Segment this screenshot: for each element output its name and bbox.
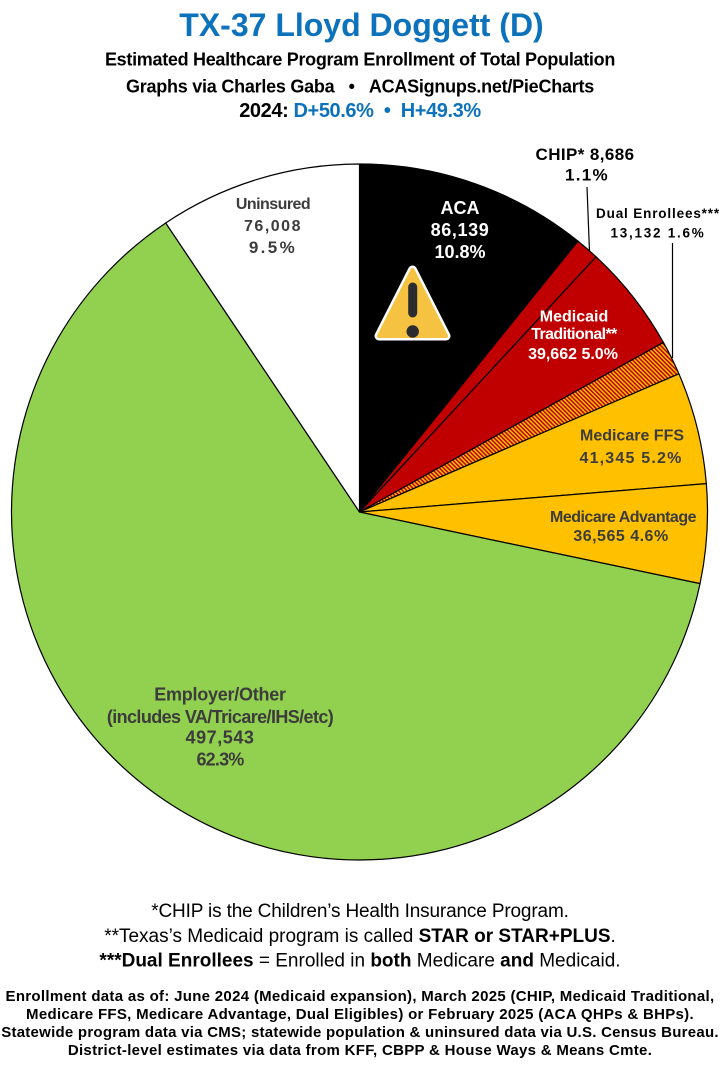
svg-text:497,543: 497,543: [186, 728, 255, 748]
svg-text:*CHIP is the Children’s Health: *CHIP is the Children’s Health Insurance…: [151, 901, 569, 922]
svg-text:10.8%: 10.8%: [434, 242, 485, 262]
svg-text:CHIP* 8,686: CHIP* 8,686: [536, 145, 635, 164]
svg-text:86,139: 86,139: [431, 220, 490, 240]
svg-text:Medicare FFS, Medicare Advanta: Medicare FFS, Medicare Advantage, Dual E…: [26, 1006, 694, 1023]
svg-text:**Texas’s Medicaid program is: **Texas’s Medicaid program is called STA…: [104, 926, 616, 947]
svg-text:Employer/Other: Employer/Other: [154, 685, 286, 705]
svg-text:Estimated Healthcare Program E: Estimated Healthcare Program Enrollment …: [105, 50, 615, 70]
svg-text:TX-37 Lloyd Doggett (D): TX-37 Lloyd Doggett (D): [179, 7, 543, 43]
svg-text:41,345 5.2%: 41,345 5.2%: [579, 450, 682, 467]
svg-text:ACA: ACA: [441, 198, 480, 218]
svg-text:13,132 1.6%: 13,132 1.6%: [610, 225, 705, 240]
svg-text:2024: D+50.6% • H+49.3%: 2024: D+50.6% • H+49.3%: [239, 100, 481, 122]
svg-text:Dual Enrollees***: Dual Enrollees***: [596, 206, 720, 221]
svg-text:Graphs via Charles Gaba •: Graphs via Charles Gaba • ACASignups.net…: [126, 77, 594, 97]
svg-text:Statewide program data via CMS: Statewide program data via CMS; statewid…: [1, 1024, 719, 1041]
svg-text:62.3%: 62.3%: [196, 750, 244, 770]
svg-text:Medicare Advantage: Medicare Advantage: [550, 509, 697, 526]
svg-text:36,565 4.6%: 36,565 4.6%: [573, 528, 668, 545]
svg-text:District-level estimates via d: District-level estimates via data from K…: [68, 1042, 652, 1059]
svg-text:Uninsured: Uninsured: [236, 196, 310, 213]
svg-text:Enrollment data as of: June 20: Enrollment data as of: June 2024 (Medica…: [6, 988, 715, 1005]
svg-text:1.1%: 1.1%: [565, 166, 609, 185]
svg-text:(includes VA/Tricare/IHS/etc): (includes VA/Tricare/IHS/etc): [107, 707, 334, 727]
svg-text:Medicaid: Medicaid: [540, 308, 608, 325]
svg-text:Medicare FFS: Medicare FFS: [580, 428, 684, 445]
svg-text:76,008: 76,008: [244, 218, 302, 235]
svg-text:***Dual Enrollees = Enrolled i: ***Dual Enrollees = Enrolled in both Med…: [99, 951, 620, 972]
svg-text:39,662 5.0%: 39,662 5.0%: [528, 346, 618, 363]
svg-text:9.5%: 9.5%: [249, 238, 297, 257]
svg-text:Traditional**: Traditional**: [531, 326, 618, 343]
